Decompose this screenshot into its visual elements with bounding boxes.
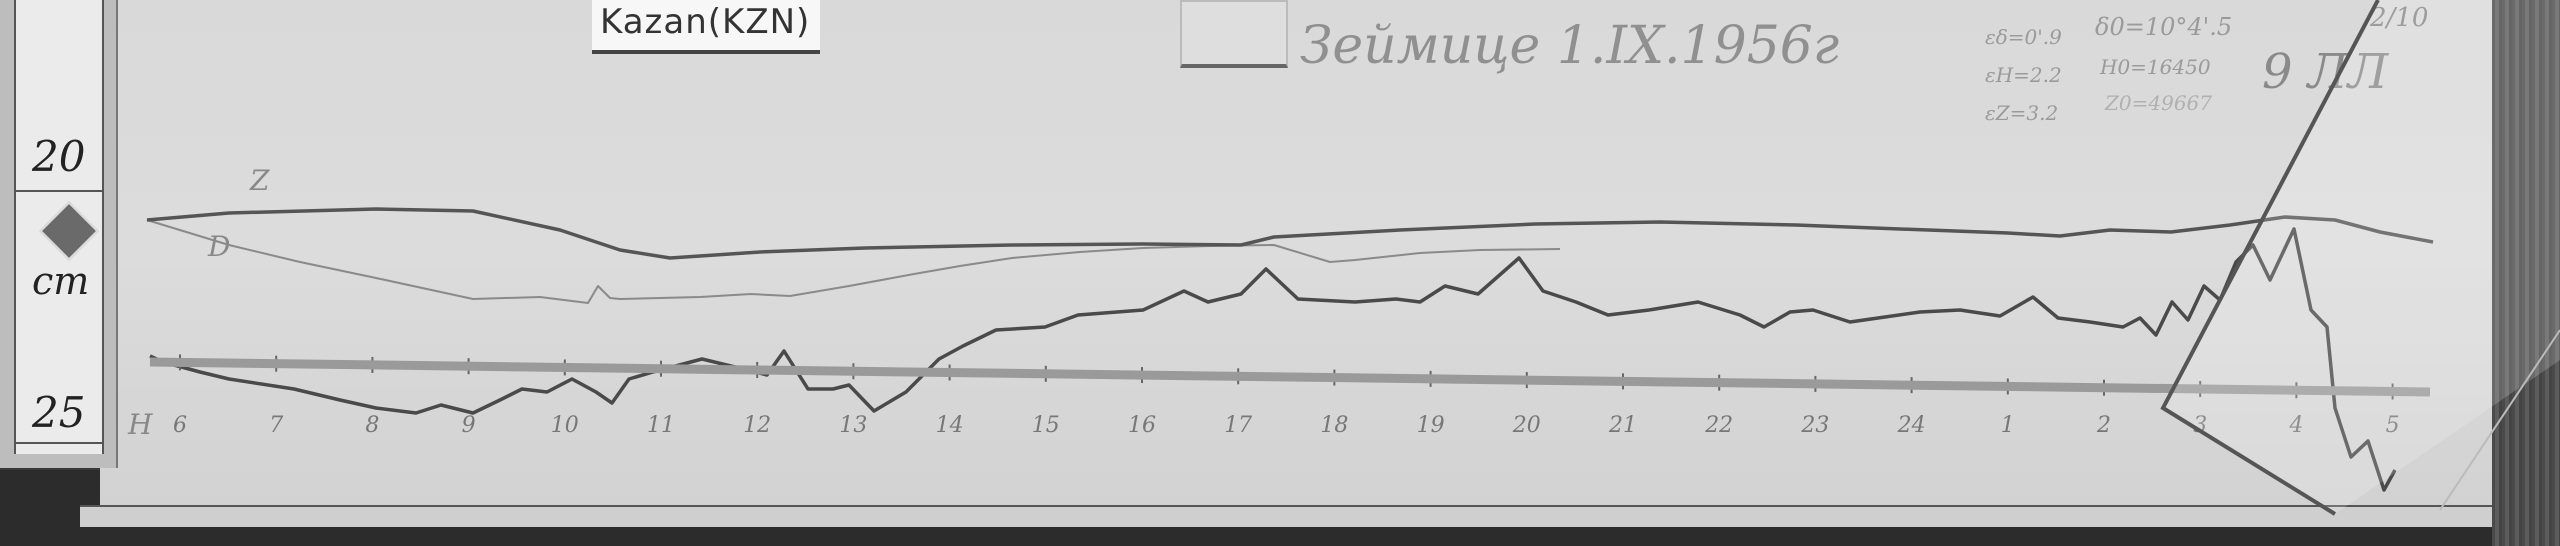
glass-triangle-edge	[2439, 329, 2560, 511]
hour-label: 24	[1897, 413, 1926, 438]
trace-label-h: H	[128, 408, 153, 441]
hour-label: 10	[550, 413, 579, 438]
hour-label: 22	[1705, 413, 1734, 438]
hour-label: 13	[839, 413, 868, 438]
hour-label: 20	[1512, 413, 1541, 438]
ruler-division	[16, 442, 102, 444]
z-trace	[146, 207, 2434, 260]
sheet-mark: 9 ЛЛ	[2262, 44, 2388, 100]
station-label-text: Kazan(KZN)	[600, 2, 811, 42]
hour-label: 8	[365, 413, 380, 438]
glass-triangle	[2163, 0, 2560, 514]
scale-value: εH=2.2	[1985, 63, 2062, 87]
base-value: Z0=49667	[2105, 91, 2213, 115]
hour-label: 19	[1416, 413, 1445, 438]
hour-label: 1	[2000, 413, 2015, 438]
hour-label: 17	[1224, 413, 1253, 438]
hour-label: 14	[935, 413, 964, 438]
cm-ruler: 20 cm 25	[14, 0, 104, 454]
ruler-mark-25: 25	[32, 388, 86, 437]
paper-bottom-strip	[80, 505, 2500, 527]
station-label: Kazan(KZN)	[592, 0, 820, 54]
h-trace	[149, 227, 2397, 492]
ruler-frame: 20 cm 25	[0, 0, 118, 468]
hour-label: 5	[2386, 413, 2400, 438]
hour-label: 6	[173, 413, 187, 438]
hour-label: 23	[1801, 413, 1830, 438]
hour-label: 21	[1609, 413, 1637, 438]
hour-label: 15	[1031, 413, 1060, 438]
glass-clip	[1180, 0, 1288, 68]
hour-label: 9	[461, 413, 476, 438]
hour-label: 11	[647, 413, 675, 438]
ruler-unit: cm	[32, 259, 90, 303]
trace-label-d: D	[208, 230, 231, 263]
baseline-band	[149, 357, 2431, 397]
hour-label: 7	[269, 413, 284, 438]
handwritten-title: Зеймице 1.IX.1956г	[1300, 16, 1840, 76]
hour-label: 2	[2097, 413, 2111, 438]
base-value: δ0=10°4'.5	[2095, 13, 2233, 41]
glass-triangle-edge	[2160, 0, 2380, 516]
base-value: H0=16450	[2100, 55, 2211, 79]
ruler-mark-20: 20	[32, 132, 86, 181]
hour-label: 4	[2289, 413, 2303, 438]
ruler-division	[16, 190, 102, 192]
scale-value: εδ=0'.9	[1985, 25, 2062, 49]
sheet-number: 2/10	[2370, 4, 2428, 33]
d-trace	[146, 219, 1561, 304]
wooden-background	[2492, 0, 2560, 546]
trace-label-z: Z	[250, 164, 270, 197]
hour-label: 16	[1128, 413, 1156, 438]
scale-value: εZ=3.2	[1985, 101, 2059, 125]
hour-label: 18	[1320, 413, 1349, 438]
hour-label: 12	[743, 413, 772, 438]
